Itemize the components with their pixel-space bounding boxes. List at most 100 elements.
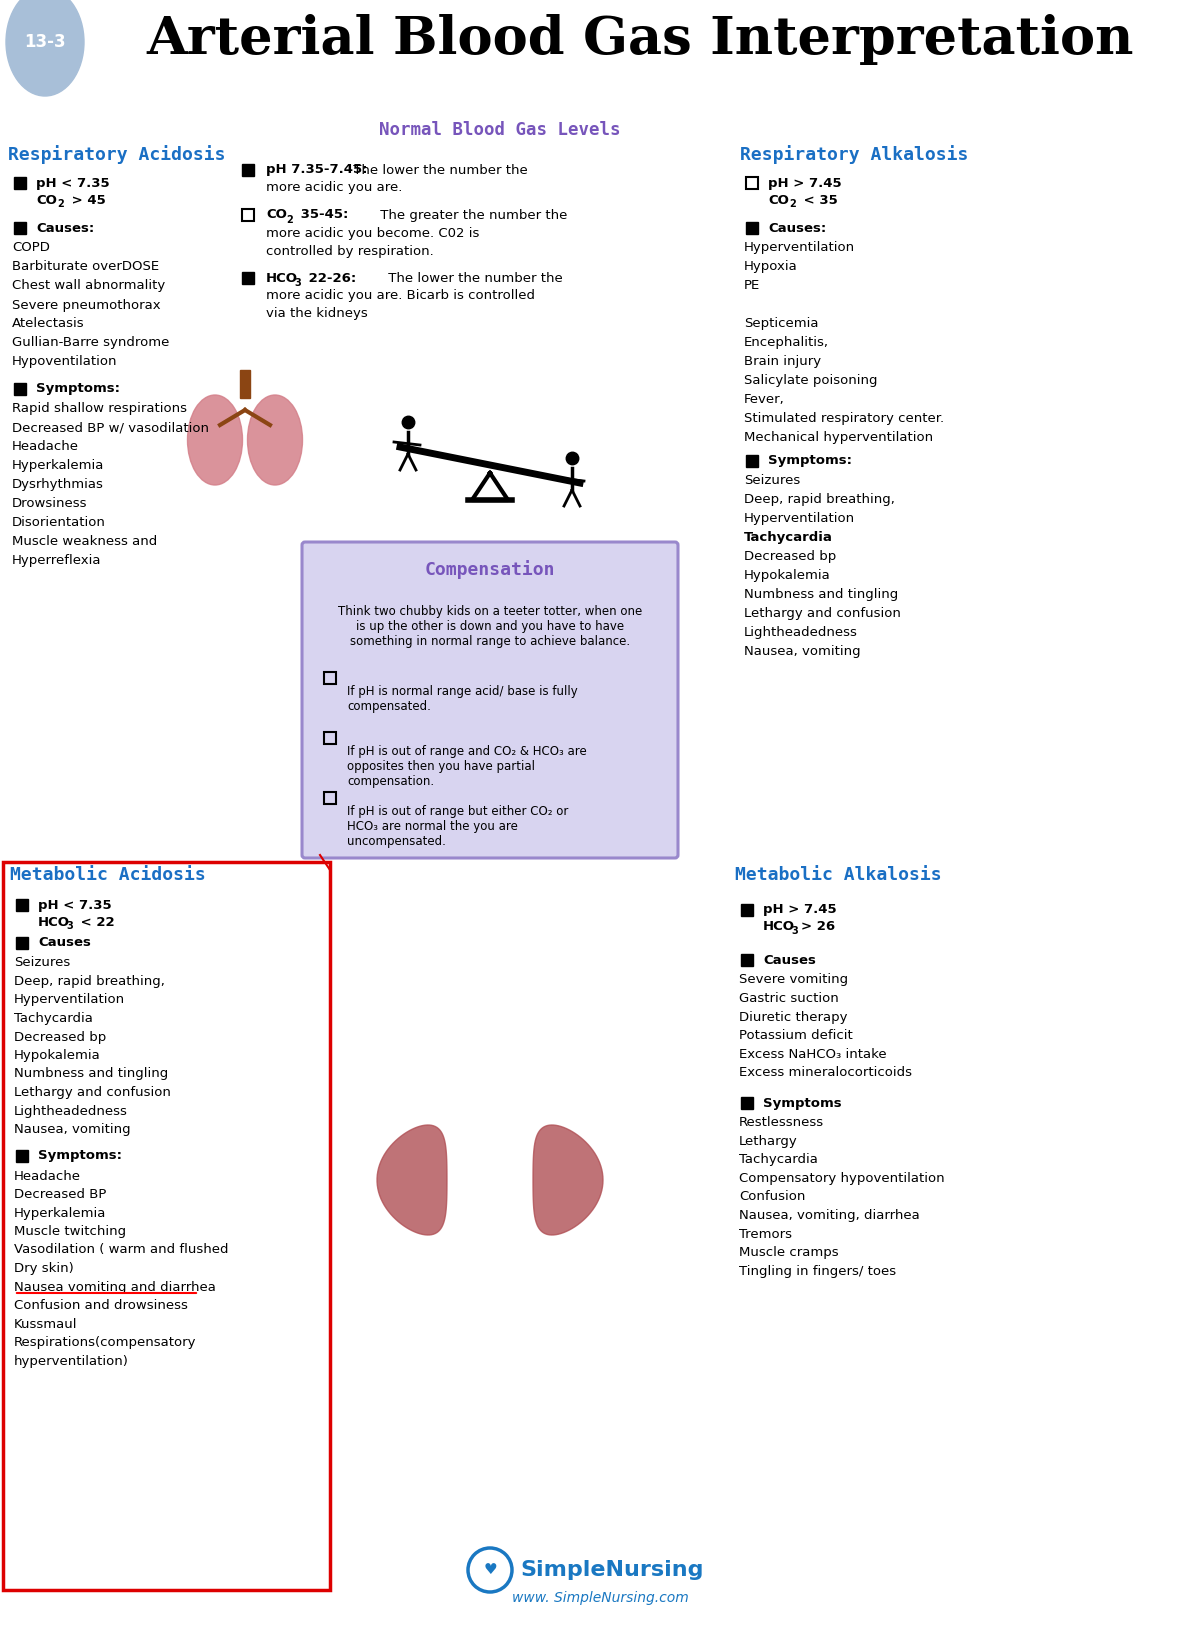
Ellipse shape — [187, 394, 242, 485]
Text: Numbness and tingling: Numbness and tingling — [14, 1068, 168, 1081]
Text: Dry skin): Dry skin) — [14, 1262, 73, 1275]
Text: Gastric suction: Gastric suction — [739, 992, 839, 1005]
Text: Causes: Causes — [38, 937, 91, 949]
Text: CO: CO — [36, 193, 56, 206]
Text: SimpleNursing: SimpleNursing — [520, 1559, 703, 1581]
Text: CO: CO — [266, 208, 287, 221]
Text: Deep, rapid breathing,: Deep, rapid breathing, — [744, 493, 895, 507]
Text: 3: 3 — [294, 277, 301, 289]
Text: Tachycardia: Tachycardia — [14, 1011, 92, 1025]
Text: Lethargy and confusion: Lethargy and confusion — [14, 1086, 170, 1099]
Text: pH > 7.45: pH > 7.45 — [768, 177, 841, 190]
Text: Atelectasis: Atelectasis — [12, 317, 85, 330]
Text: > 26: > 26 — [802, 921, 835, 934]
Text: 3: 3 — [791, 926, 798, 936]
Text: Nausea, vomiting: Nausea, vomiting — [744, 645, 860, 658]
Text: Headache: Headache — [14, 1170, 82, 1183]
Text: The lower the number the: The lower the number the — [349, 163, 528, 177]
Text: Nausea, vomiting, diarrhea: Nausea, vomiting, diarrhea — [739, 1209, 919, 1223]
Text: Muscle weakness and: Muscle weakness and — [12, 536, 157, 548]
Text: Decreased BP w/ vasodilation: Decreased BP w/ vasodilation — [12, 421, 209, 434]
Text: Fever,: Fever, — [744, 393, 785, 406]
Text: www. SimpleNursing.com: www. SimpleNursing.com — [511, 1591, 689, 1605]
Text: 13-3: 13-3 — [24, 33, 66, 51]
Text: Symptoms:: Symptoms: — [36, 383, 120, 396]
Text: pH < 7.35: pH < 7.35 — [36, 177, 109, 190]
Text: The lower the number the: The lower the number the — [384, 272, 563, 284]
Text: Lightheadedness: Lightheadedness — [14, 1104, 128, 1117]
Text: Metabolic Acidosis: Metabolic Acidosis — [10, 866, 205, 884]
Text: Decreased bp: Decreased bp — [744, 551, 836, 564]
Text: HCO: HCO — [763, 921, 796, 934]
Text: Hypoventilation: Hypoventilation — [12, 355, 118, 368]
Text: 3: 3 — [66, 921, 73, 931]
Text: PE: PE — [744, 279, 761, 292]
Text: Hyperkalemia: Hyperkalemia — [14, 1206, 107, 1219]
Text: pH < 7.35: pH < 7.35 — [38, 899, 112, 911]
Text: ♥: ♥ — [484, 1563, 497, 1577]
Text: 35-45:: 35-45: — [296, 208, 348, 221]
Text: Drowsiness: Drowsiness — [12, 498, 88, 510]
Text: Hyperkalemia: Hyperkalemia — [12, 459, 104, 472]
FancyBboxPatch shape — [302, 541, 678, 858]
Text: COPD: COPD — [12, 241, 50, 254]
Text: If pH is out of range and CO₂ & HCO₃ are
opposites then you have partial
compens: If pH is out of range and CO₂ & HCO₃ are… — [347, 746, 587, 789]
Text: The greater the number the: The greater the number the — [376, 208, 568, 221]
Text: Respiratory Alkalosis: Respiratory Alkalosis — [740, 145, 968, 165]
Text: Septicemia: Septicemia — [744, 317, 818, 330]
Text: Compensatory hypoventilation: Compensatory hypoventilation — [739, 1172, 944, 1185]
Text: Encephalitis,: Encephalitis, — [744, 337, 829, 350]
Text: Metabolic Alkalosis: Metabolic Alkalosis — [734, 866, 942, 884]
Text: Symptoms:: Symptoms: — [38, 1150, 122, 1163]
Text: Symptoms:: Symptoms: — [768, 454, 852, 467]
Text: Causes: Causes — [763, 954, 816, 967]
Text: hyperventilation): hyperventilation) — [14, 1355, 128, 1368]
Text: Gullian-Barre syndrome: Gullian-Barre syndrome — [12, 337, 169, 350]
Text: Rapid shallow respirations: Rapid shallow respirations — [12, 403, 187, 416]
Polygon shape — [377, 1125, 446, 1234]
Text: pH > 7.45: pH > 7.45 — [763, 904, 836, 916]
Ellipse shape — [6, 0, 84, 96]
Text: Decreased BP: Decreased BP — [14, 1188, 107, 1201]
Text: Excess NaHCO₃ intake: Excess NaHCO₃ intake — [739, 1048, 887, 1061]
Text: Confusion: Confusion — [739, 1191, 805, 1203]
Text: 2: 2 — [286, 214, 293, 224]
Text: Hyperventilation: Hyperventilation — [744, 513, 856, 525]
Text: Respirations(compensatory: Respirations(compensatory — [14, 1336, 197, 1350]
Text: Restlessness: Restlessness — [739, 1117, 824, 1130]
Text: Causes:: Causes: — [36, 221, 95, 234]
Text: via the kidneys: via the kidneys — [266, 307, 367, 320]
Text: Seizures: Seizures — [14, 957, 71, 970]
Text: Mechanical hyperventilation: Mechanical hyperventilation — [744, 432, 934, 444]
Text: Nausea, vomiting: Nausea, vomiting — [14, 1124, 131, 1135]
Text: < 35: < 35 — [799, 193, 838, 206]
Text: HCO: HCO — [38, 916, 70, 929]
Text: Deep, rapid breathing,: Deep, rapid breathing, — [14, 975, 164, 988]
Text: Arterial Blood Gas Interpretation: Arterial Blood Gas Interpretation — [146, 15, 1134, 66]
Text: Causes:: Causes: — [768, 221, 827, 234]
Text: pH 7.35-7.45:: pH 7.35-7.45: — [266, 163, 367, 177]
Text: Dysrhythmias: Dysrhythmias — [12, 478, 104, 492]
Text: Disorientation: Disorientation — [12, 516, 106, 530]
Text: Lethargy and confusion: Lethargy and confusion — [744, 607, 901, 620]
Text: Excess mineralocorticoids: Excess mineralocorticoids — [739, 1066, 912, 1079]
Bar — [240, 370, 250, 398]
Text: Hypokalemia: Hypokalemia — [14, 1049, 101, 1063]
Text: Decreased bp: Decreased bp — [14, 1031, 107, 1043]
Text: more acidic you are.: more acidic you are. — [266, 182, 402, 195]
Text: Compensation: Compensation — [425, 561, 556, 579]
Text: Tremors: Tremors — [739, 1228, 792, 1241]
Text: more acidic you become. C02 is: more acidic you become. C02 is — [266, 226, 479, 239]
Text: Lethargy: Lethargy — [739, 1135, 798, 1148]
Text: Hyperventilation: Hyperventilation — [744, 241, 856, 254]
Text: 2: 2 — [790, 200, 796, 210]
Text: Hypokalemia: Hypokalemia — [744, 569, 830, 582]
Text: Severe pneumothorax: Severe pneumothorax — [12, 299, 161, 312]
Text: Seizures: Seizures — [744, 475, 800, 487]
Text: Diuretic therapy: Diuretic therapy — [739, 1010, 847, 1023]
Text: If pH is normal range acid/ base is fully
compensated.: If pH is normal range acid/ base is full… — [347, 685, 577, 713]
Polygon shape — [533, 1125, 604, 1234]
Text: Nausea vomiting and diarrhea: Nausea vomiting and diarrhea — [14, 1280, 216, 1294]
Text: Muscle cramps: Muscle cramps — [739, 1246, 839, 1259]
Text: Vasodilation ( warm and flushed: Vasodilation ( warm and flushed — [14, 1244, 228, 1257]
